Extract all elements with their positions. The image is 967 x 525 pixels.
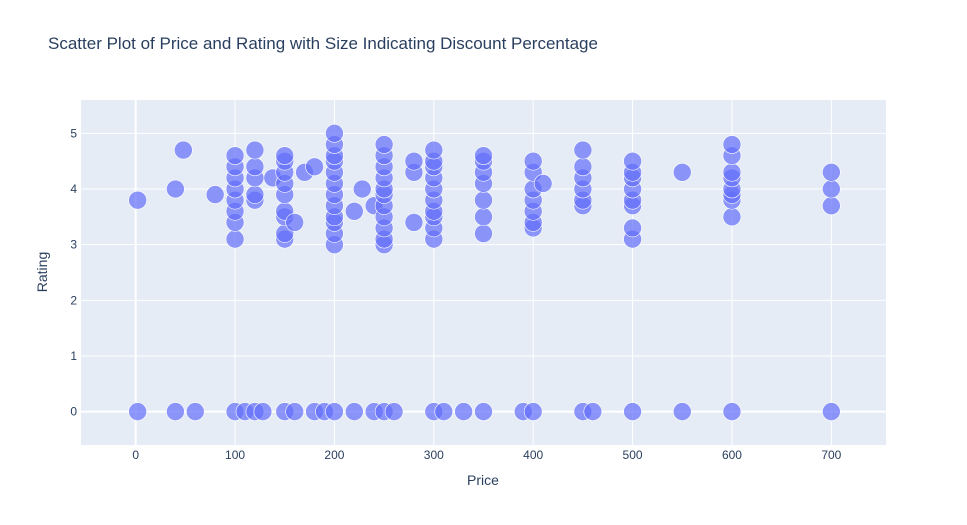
scatter-point[interactable] — [822, 179, 841, 199]
x-tick-label: 500 — [623, 448, 643, 462]
scatter-point[interactable] — [474, 190, 493, 210]
scatter-point[interactable] — [474, 207, 493, 227]
scatter-point[interactable] — [573, 140, 593, 160]
chart-title: Scatter Plot of Price and Rating with Si… — [48, 34, 598, 53]
scatter-point[interactable] — [573, 157, 593, 177]
scatter-point[interactable] — [128, 190, 147, 210]
scatter-point[interactable] — [345, 201, 364, 221]
scatter-point[interactable] — [533, 174, 553, 193]
scatter-point[interactable] — [404, 151, 424, 171]
scatter-point[interactable] — [523, 402, 543, 421]
scatter-point[interactable] — [722, 135, 742, 154]
scatter-point[interactable] — [352, 179, 372, 199]
scatter-point[interactable] — [474, 402, 493, 421]
scatter-point[interactable] — [822, 402, 841, 421]
scatter-point[interactable] — [205, 185, 225, 204]
x-tick-label: 100 — [225, 448, 245, 462]
scatter-point[interactable] — [384, 402, 404, 421]
data-points[interactable] — [128, 124, 841, 421]
scatter-point[interactable] — [166, 402, 185, 421]
x-tick-label: 300 — [424, 448, 444, 462]
x-tick-label: 700 — [821, 448, 841, 462]
scatter-point[interactable] — [623, 402, 642, 421]
x-tick-label: 400 — [523, 448, 543, 462]
scatter-point[interactable] — [174, 140, 193, 160]
scatter-point[interactable] — [722, 402, 742, 421]
y-tick-label: 3 — [70, 238, 77, 252]
scatter-point[interactable] — [128, 402, 147, 421]
scatter-point[interactable] — [623, 151, 642, 171]
scatter-point[interactable] — [345, 402, 364, 421]
scatter-point[interactable] — [583, 402, 603, 421]
scatter-point[interactable] — [404, 213, 424, 232]
y-tick-label: 1 — [70, 349, 77, 363]
scatter-point[interactable] — [245, 185, 265, 204]
scatter-point[interactable] — [245, 140, 265, 160]
scatter-point[interactable] — [722, 207, 742, 227]
scatter-point[interactable] — [523, 151, 543, 171]
scatter-point[interactable] — [672, 402, 692, 421]
scatter-point[interactable] — [253, 402, 273, 421]
scatter-point[interactable] — [225, 229, 245, 249]
scatter-point[interactable] — [474, 224, 493, 243]
scatter-point[interactable] — [166, 179, 185, 199]
scatter-point[interactable] — [245, 157, 265, 177]
x-tick-label: 200 — [324, 448, 344, 462]
x-tick-label: 0 — [132, 448, 139, 462]
scatter-point[interactable] — [285, 213, 304, 232]
scatter-point[interactable] — [225, 146, 245, 165]
scatter-point[interactable] — [325, 124, 344, 143]
scatter-point[interactable] — [424, 140, 444, 160]
y-tick-label: 2 — [70, 293, 77, 307]
y-axis-label: Rating — [34, 252, 50, 292]
scatter-point[interactable] — [305, 157, 324, 177]
scatter-point[interactable] — [275, 146, 295, 165]
x-axis-label: Price — [467, 472, 499, 488]
scatter-point[interactable] — [434, 402, 454, 421]
scatter-point[interactable] — [325, 402, 344, 421]
x-axis-ticks: 0 100 200 300 400 500 600 700 — [132, 448, 841, 462]
scatter-point[interactable] — [185, 402, 205, 421]
y-tick-label: 0 — [70, 405, 77, 419]
y-tick-label: 5 — [70, 126, 77, 140]
scatter-point[interactable] — [285, 402, 304, 421]
scatter-point[interactable] — [672, 163, 692, 182]
grid-lines — [81, 100, 886, 445]
scatter-point[interactable] — [822, 196, 841, 216]
y-axis-ticks: 0 1 2 3 4 5 — [70, 126, 77, 418]
scatter-point[interactable] — [454, 402, 473, 421]
scatter-point[interactable] — [474, 146, 493, 165]
scatter-point[interactable] — [623, 218, 642, 238]
y-tick-label: 4 — [70, 182, 77, 196]
scatter-point[interactable] — [374, 135, 394, 154]
scatter-point[interactable] — [722, 163, 742, 182]
x-tick-label: 600 — [722, 448, 742, 462]
scatter-point[interactable] — [822, 163, 841, 182]
